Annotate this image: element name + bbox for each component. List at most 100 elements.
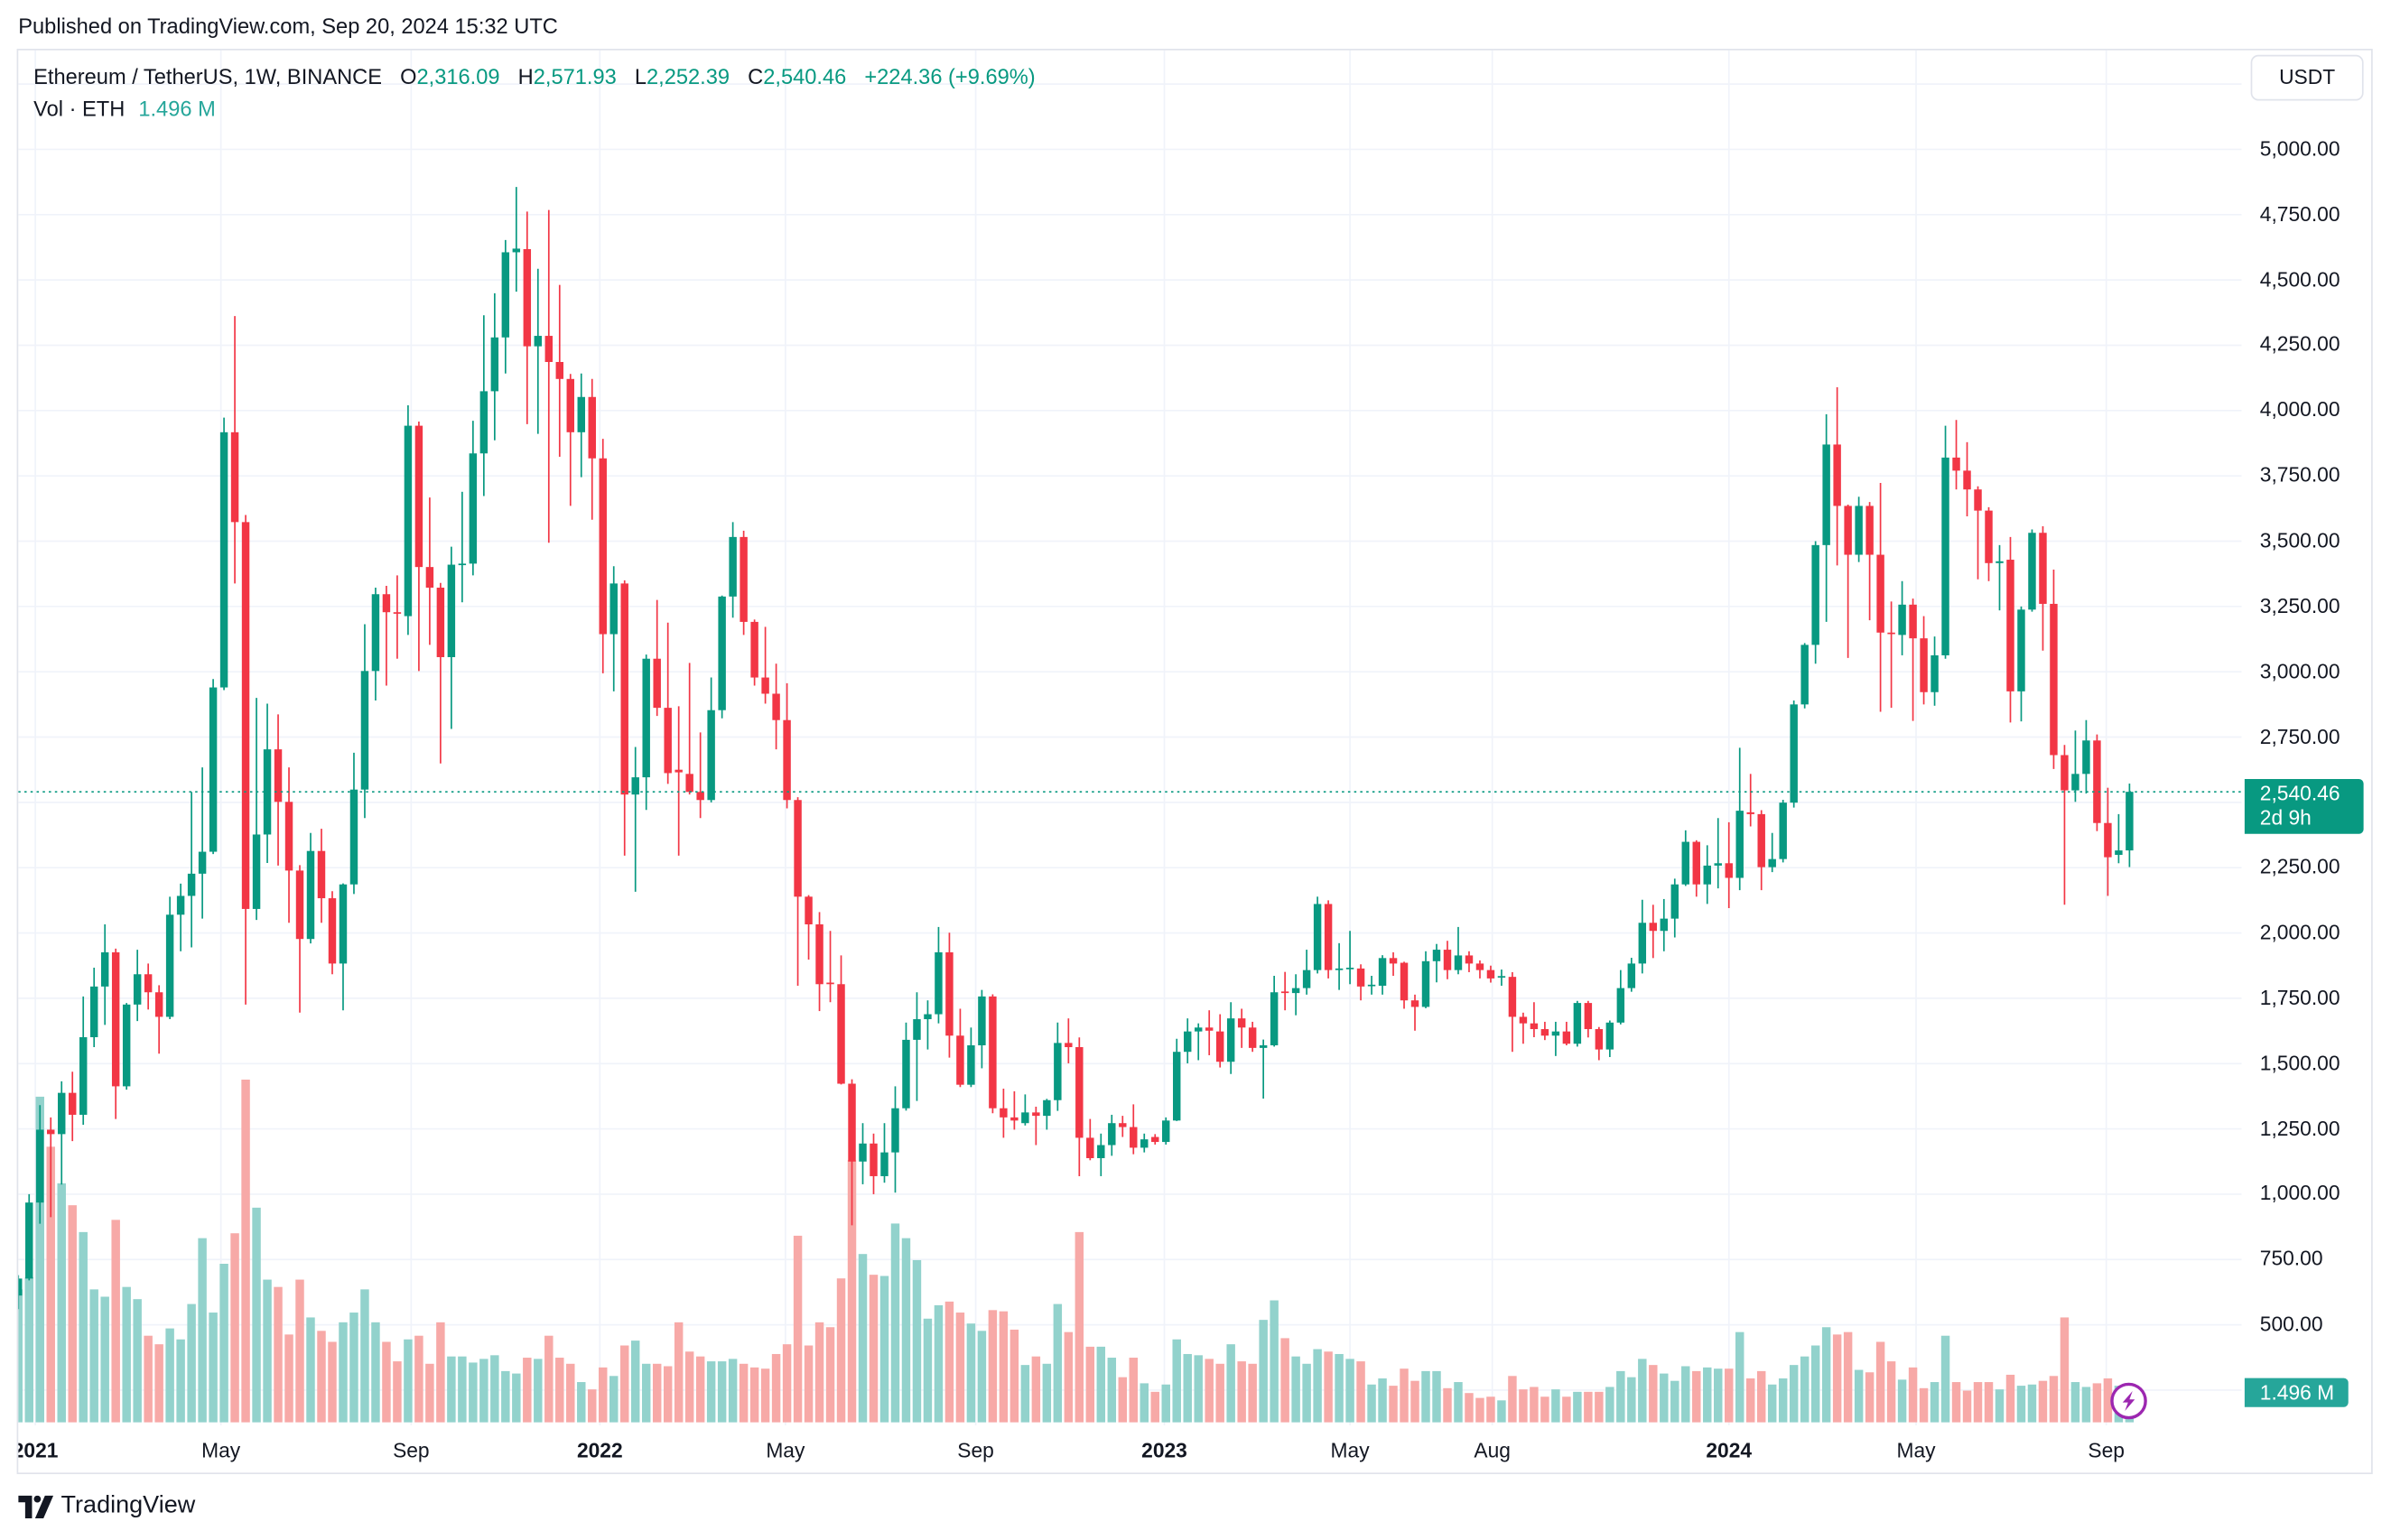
candle[interactable] (837, 955, 845, 1085)
candle[interactable] (1183, 1018, 1192, 1063)
candle[interactable] (1573, 1000, 1582, 1047)
candle[interactable] (620, 580, 628, 856)
candle[interactable] (1844, 504, 1852, 658)
candle[interactable] (1075, 1037, 1084, 1176)
candle[interactable] (458, 491, 467, 603)
currency-button[interactable]: USDT (2250, 54, 2364, 101)
candle[interactable] (1920, 616, 1928, 705)
candle[interactable] (187, 792, 196, 948)
lightning-icon[interactable] (2110, 1382, 2147, 1420)
candle[interactable] (880, 1123, 888, 1183)
candle[interactable] (588, 378, 596, 520)
volume-label[interactable]: Vol · ETH (33, 96, 126, 121)
candle[interactable] (1811, 541, 1819, 664)
candle[interactable] (1638, 899, 1647, 974)
candle[interactable] (404, 405, 413, 635)
candle[interactable] (317, 829, 326, 923)
candle[interactable] (664, 622, 672, 784)
candle[interactable] (740, 530, 748, 635)
candle[interactable] (523, 211, 532, 424)
candle[interactable] (1822, 413, 1830, 622)
candle[interactable] (1097, 1133, 1105, 1176)
time-axis[interactable]: 2021 May Sep 2022 May Sep 2023 May Aug 2024 May Sep (13, 1438, 2125, 1461)
candle[interactable] (176, 883, 185, 951)
candle[interactable] (1595, 1026, 1604, 1061)
candle[interactable] (815, 912, 823, 1012)
candle[interactable] (447, 546, 456, 729)
candle[interactable] (1519, 1012, 1528, 1044)
candle[interactable] (1779, 799, 1787, 863)
candle[interactable] (479, 315, 488, 496)
candle[interactable] (870, 1133, 878, 1194)
candle[interactable] (1605, 1020, 1614, 1058)
candle[interactable] (859, 1123, 867, 1184)
candle[interactable] (144, 963, 153, 1010)
candle[interactable] (165, 896, 174, 1020)
candle[interactable] (252, 698, 261, 921)
candle[interactable] (425, 497, 434, 645)
candle[interactable] (47, 1117, 55, 1218)
candle[interactable] (1302, 950, 1311, 995)
candle[interactable] (913, 992, 921, 1101)
candle[interactable] (1248, 1021, 1257, 1053)
candle[interactable] (1887, 601, 1895, 709)
candle[interactable] (1703, 845, 1711, 905)
candle[interactable] (490, 292, 499, 441)
candle[interactable] (1291, 974, 1300, 1016)
candle[interactable] (1065, 1018, 1073, 1063)
candle[interactable] (783, 682, 791, 809)
candle[interactable] (1173, 1038, 1181, 1121)
candle[interactable] (1670, 878, 1679, 938)
candle[interactable] (122, 1003, 131, 1090)
candle[interactable] (1790, 700, 1798, 808)
candle[interactable] (2082, 719, 2090, 794)
candle[interactable] (436, 582, 445, 764)
candle[interactable] (534, 268, 543, 434)
candle[interactable] (761, 626, 769, 704)
candle[interactable] (1735, 747, 1744, 891)
candle[interactable] (1692, 840, 1700, 897)
candle[interactable] (1530, 1002, 1539, 1038)
candle[interactable] (1032, 1106, 1040, 1146)
candle[interactable] (241, 515, 250, 1005)
candle[interactable] (848, 1079, 856, 1226)
candle[interactable] (1270, 976, 1279, 1047)
candle[interactable] (89, 968, 98, 1048)
candle[interactable] (566, 374, 574, 506)
tradingview-brand[interactable]: TradingView (18, 1492, 195, 1519)
candle[interactable] (230, 316, 239, 584)
candle[interactable] (79, 996, 88, 1125)
candle[interactable] (1681, 830, 1689, 886)
candle[interactable] (1021, 1094, 1029, 1126)
candle[interactable] (1465, 951, 1474, 972)
candle[interactable] (1389, 951, 1398, 977)
candle[interactable] (1130, 1104, 1138, 1155)
candle[interactable] (2061, 745, 2069, 905)
candle[interactable] (1400, 961, 1409, 1009)
candle[interactable] (1865, 502, 1874, 621)
candle[interactable] (1714, 818, 1722, 889)
candle[interactable] (794, 797, 802, 987)
candle[interactable] (2126, 784, 2134, 867)
candle[interactable] (2115, 813, 2123, 864)
candle[interactable] (978, 989, 986, 1069)
candle[interactable] (1898, 580, 1906, 655)
candle[interactable] (718, 595, 726, 719)
candle[interactable] (1259, 1039, 1268, 1099)
candle[interactable] (2006, 536, 2014, 723)
candle[interactable] (1151, 1134, 1159, 1145)
candle[interactable] (25, 1193, 33, 1281)
candle[interactable] (1378, 955, 1387, 995)
candle[interactable] (1000, 1089, 1008, 1138)
candle[interactable] (1054, 1022, 1062, 1111)
candle[interactable] (209, 679, 218, 855)
candle[interactable] (750, 619, 758, 686)
candle[interactable] (111, 948, 120, 1119)
candle[interactable] (360, 624, 369, 819)
candle[interactable] (1205, 1010, 1214, 1055)
candle[interactable] (501, 239, 510, 374)
candle[interactable] (729, 522, 737, 618)
candle[interactable] (382, 585, 391, 686)
symbol-title[interactable]: Ethereum / TetherUS, 1W, BINANCE (33, 63, 383, 88)
candle[interactable] (1345, 931, 1354, 985)
